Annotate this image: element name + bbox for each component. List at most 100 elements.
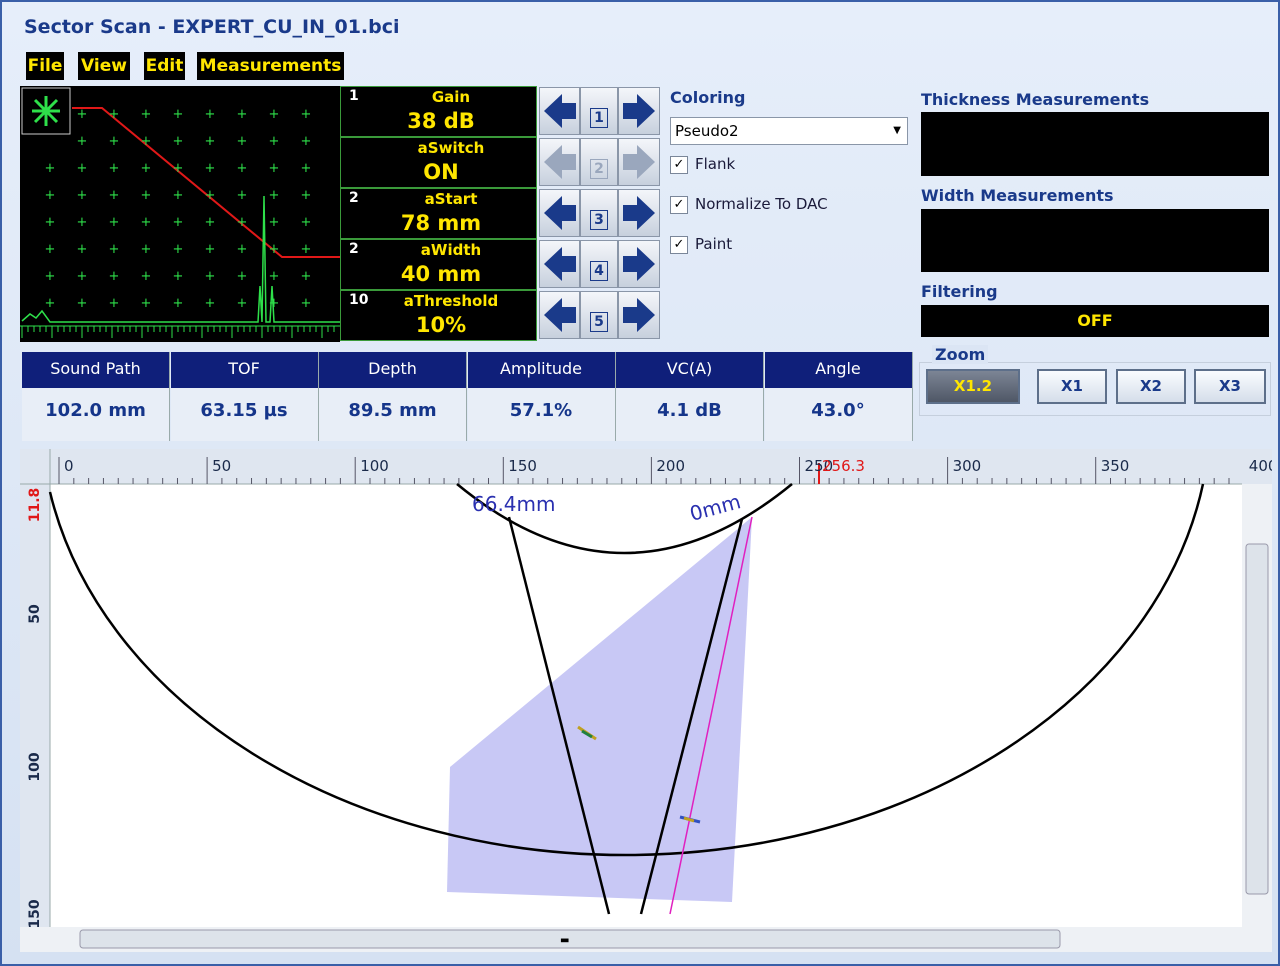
grid-dot: +	[109, 296, 120, 311]
parameter-number: 2	[349, 190, 359, 206]
key-button[interactable]: 2	[580, 138, 618, 186]
checkbox[interactable]: ✓	[670, 236, 688, 254]
grid-dot: +	[269, 134, 280, 149]
readout-value: 89.5 mm	[319, 388, 467, 441]
parameter-value: 10%	[361, 313, 521, 337]
grid-dot: +	[109, 269, 120, 284]
grid-dot: +	[205, 134, 216, 149]
readout-header: Sound Path	[22, 352, 170, 388]
grid-dot: +	[237, 296, 248, 311]
annotation: 66.4mm	[472, 492, 556, 516]
checkbox[interactable]: ✓	[670, 156, 688, 174]
parameter-number: 1	[349, 88, 359, 104]
grid-dot: +	[109, 107, 120, 122]
grid-dot: +	[205, 269, 216, 284]
grid-dot: +	[173, 134, 184, 149]
grid-dot: +	[109, 161, 120, 176]
thickness-label: Thickness Measurements	[921, 90, 1149, 109]
grid-dot: +	[237, 242, 248, 257]
parameter-name: aWidth	[381, 241, 521, 259]
grid-dot: +	[77, 215, 88, 230]
grid-dot: +	[173, 269, 184, 284]
zoom-button[interactable]: X1.2	[926, 369, 1020, 404]
readout-header: Amplitude	[468, 352, 616, 388]
decrease-button[interactable]	[539, 291, 580, 339]
readout-header: TOF	[171, 352, 319, 388]
grid-dot: +	[45, 188, 56, 203]
key-number: 1	[590, 108, 608, 128]
grid-dot: +	[141, 134, 152, 149]
select-value: Pseudo2	[675, 122, 739, 140]
increase-button[interactable]	[618, 138, 660, 186]
grid-dot: +	[141, 215, 152, 230]
decrease-button[interactable]	[539, 189, 580, 237]
grid-dot: +	[237, 215, 248, 230]
menu-item[interactable]: Measurements	[197, 52, 344, 80]
key-button[interactable]: 1	[580, 87, 618, 135]
grid-dot: +	[109, 134, 120, 149]
grid-dot: +	[173, 242, 184, 257]
decrease-button[interactable]	[539, 87, 580, 135]
grid-dot: +	[141, 269, 152, 284]
menu-item[interactable]: View	[78, 52, 130, 80]
menu-item[interactable]: Edit	[144, 52, 185, 80]
x-ruler-label: 50	[212, 457, 231, 475]
grid-dot: +	[77, 188, 88, 203]
decrease-button[interactable]	[539, 240, 580, 288]
zoom-label: Zoom	[932, 345, 988, 364]
increase-button[interactable]	[618, 87, 660, 135]
coloring-select[interactable]: Pseudo2▼	[670, 117, 908, 145]
zoom-button[interactable]: X1	[1037, 369, 1107, 404]
grid-dot: +	[269, 107, 280, 122]
readout-value: 63.15 µs	[171, 388, 319, 441]
parameter-name: aThreshold	[381, 292, 521, 310]
grid-dot: +	[77, 134, 88, 149]
grid-dot: +	[301, 107, 312, 122]
grid-dot: +	[237, 134, 248, 149]
grid-dot: +	[109, 242, 120, 257]
grid-dot: +	[301, 269, 312, 284]
grid-dot: +	[205, 107, 216, 122]
readout-header: Angle	[765, 352, 913, 388]
filtering-value: OFF	[921, 305, 1269, 337]
menu-item[interactable]: File	[26, 52, 64, 80]
grid-dot: +	[205, 161, 216, 176]
key-number: 2	[590, 159, 608, 179]
grid-dot: +	[45, 296, 56, 311]
readout-header: VC(A)	[616, 352, 764, 388]
parameter-value: 78 mm	[361, 211, 521, 235]
grid-dot: +	[141, 107, 152, 122]
grid-dot: +	[301, 134, 312, 149]
grid-dot: +	[205, 215, 216, 230]
grid-dot: +	[109, 215, 120, 230]
increase-button[interactable]	[618, 240, 660, 288]
increase-button[interactable]	[618, 291, 660, 339]
key-button[interactable]: 3	[580, 189, 618, 237]
parameter-name: Gain	[381, 88, 521, 106]
zoom-button[interactable]: X2	[1116, 369, 1186, 404]
key-button[interactable]: 4	[580, 240, 618, 288]
coloring-label: Coloring	[670, 88, 745, 107]
grid-dot: +	[141, 296, 152, 311]
cursor-label: 256.3	[822, 457, 865, 475]
width-box	[921, 209, 1269, 272]
increase-button[interactable]	[618, 189, 660, 237]
grid-dot: +	[77, 161, 88, 176]
zoom-button[interactable]: X3	[1194, 369, 1266, 404]
checkbox[interactable]: ✓	[670, 196, 688, 214]
grid-dot: +	[45, 242, 56, 257]
window-title: Sector Scan - EXPERT_CU_IN_01.bci	[24, 16, 400, 38]
grid-dot: +	[205, 242, 216, 257]
x-ruler-label: 200	[656, 457, 685, 475]
readout-value: 57.1%	[468, 388, 616, 441]
parameter-name: aSwitch	[381, 139, 521, 157]
checkbox-label: Normalize To DAC	[695, 195, 828, 213]
readout-value: 43.0°	[765, 388, 913, 441]
decrease-button[interactable]	[539, 138, 580, 186]
key-button[interactable]: 5	[580, 291, 618, 339]
key-number: 5	[590, 312, 608, 332]
grid-dot: +	[205, 296, 216, 311]
y-ruler-label: 150	[27, 899, 43, 928]
readout-header: Depth	[319, 352, 467, 388]
grid-dot: +	[173, 188, 184, 203]
